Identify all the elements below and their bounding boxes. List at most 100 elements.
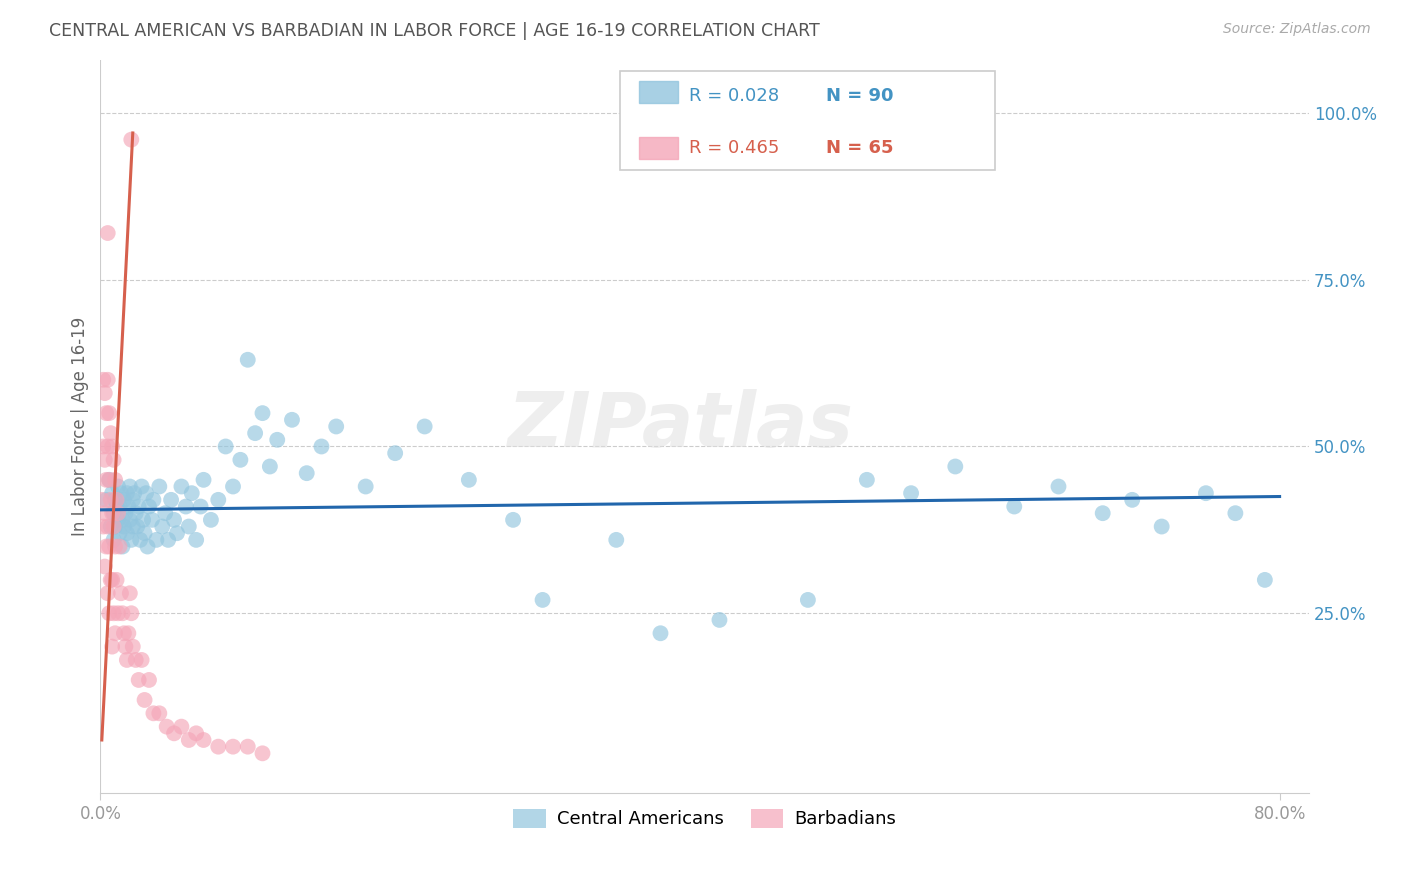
Legend: Central Americans, Barbadians: Central Americans, Barbadians — [506, 802, 903, 836]
Point — [101, 486, 124, 500]
Point — [111, 606, 134, 620]
Point — [121, 519, 143, 533]
Point — [94, 506, 117, 520]
Y-axis label: In Labor Force | Age 16-19: In Labor Force | Age 16-19 — [72, 317, 89, 536]
Point — [190, 500, 212, 514]
Point — [134, 526, 156, 541]
Point — [236, 739, 259, 754]
Point — [170, 720, 193, 734]
Point — [94, 386, 117, 401]
Point — [138, 500, 160, 514]
Point — [605, 533, 627, 547]
Point — [121, 640, 143, 654]
Point — [117, 626, 139, 640]
Point — [236, 352, 259, 367]
Point — [177, 519, 200, 533]
Point — [200, 513, 222, 527]
Point — [148, 706, 170, 721]
Point — [311, 440, 333, 454]
Point — [104, 540, 127, 554]
Point — [174, 500, 197, 514]
Point — [1195, 486, 1218, 500]
Point — [94, 453, 117, 467]
Text: N = 90: N = 90 — [825, 87, 893, 105]
Point — [118, 513, 141, 527]
Point — [90, 492, 112, 507]
Point — [502, 513, 524, 527]
Point — [1091, 506, 1114, 520]
Point — [214, 440, 236, 454]
Point — [122, 486, 145, 500]
Point — [100, 519, 122, 533]
Point — [252, 406, 274, 420]
Point — [129, 533, 152, 547]
Point — [100, 426, 122, 441]
Point — [650, 626, 672, 640]
Point — [120, 133, 142, 147]
Point — [1254, 573, 1277, 587]
Point — [1121, 492, 1143, 507]
Point — [295, 466, 318, 480]
Point — [132, 513, 155, 527]
Point — [107, 506, 129, 520]
Point — [103, 453, 125, 467]
Point — [94, 559, 117, 574]
Point — [384, 446, 406, 460]
Point — [120, 533, 142, 547]
Point — [266, 433, 288, 447]
Point — [103, 606, 125, 620]
Point — [110, 486, 132, 500]
Point — [252, 747, 274, 761]
Point — [104, 492, 127, 507]
Point — [145, 533, 167, 547]
Point — [135, 486, 157, 500]
Point — [110, 586, 132, 600]
FancyBboxPatch shape — [640, 81, 678, 103]
Point — [108, 500, 131, 514]
Point — [101, 440, 124, 454]
Point — [108, 526, 131, 541]
Text: R = 0.028: R = 0.028 — [689, 87, 779, 105]
Point — [127, 519, 149, 533]
Point — [186, 726, 208, 740]
Point — [108, 540, 131, 554]
Point — [156, 720, 179, 734]
Point — [131, 653, 153, 667]
Point — [120, 606, 142, 620]
Point — [105, 492, 128, 507]
Point — [177, 733, 200, 747]
Text: R = 0.465: R = 0.465 — [689, 139, 779, 157]
Point — [134, 693, 156, 707]
Point — [115, 653, 138, 667]
Point — [207, 739, 229, 754]
Point — [105, 573, 128, 587]
Point — [97, 586, 120, 600]
Point — [136, 540, 159, 554]
Point — [107, 513, 129, 527]
Point — [118, 479, 141, 493]
Text: ZIPatlas: ZIPatlas — [508, 390, 853, 464]
Point — [1047, 479, 1070, 493]
Point — [112, 492, 135, 507]
Point — [163, 726, 186, 740]
Point — [97, 373, 120, 387]
Point — [413, 419, 436, 434]
Point — [141, 513, 163, 527]
Point — [259, 459, 281, 474]
Point — [114, 506, 136, 520]
Point — [131, 479, 153, 493]
Point — [91, 440, 114, 454]
Point — [97, 226, 120, 240]
Point — [104, 519, 127, 533]
Point — [111, 513, 134, 527]
Text: N = 65: N = 65 — [825, 139, 893, 157]
Point — [101, 573, 124, 587]
Text: Source: ZipAtlas.com: Source: ZipAtlas.com — [1223, 22, 1371, 37]
Point — [325, 419, 347, 434]
Point — [105, 500, 128, 514]
Point — [128, 673, 150, 687]
Point — [150, 519, 173, 533]
Point — [1002, 500, 1025, 514]
Point — [163, 513, 186, 527]
Point — [856, 473, 879, 487]
